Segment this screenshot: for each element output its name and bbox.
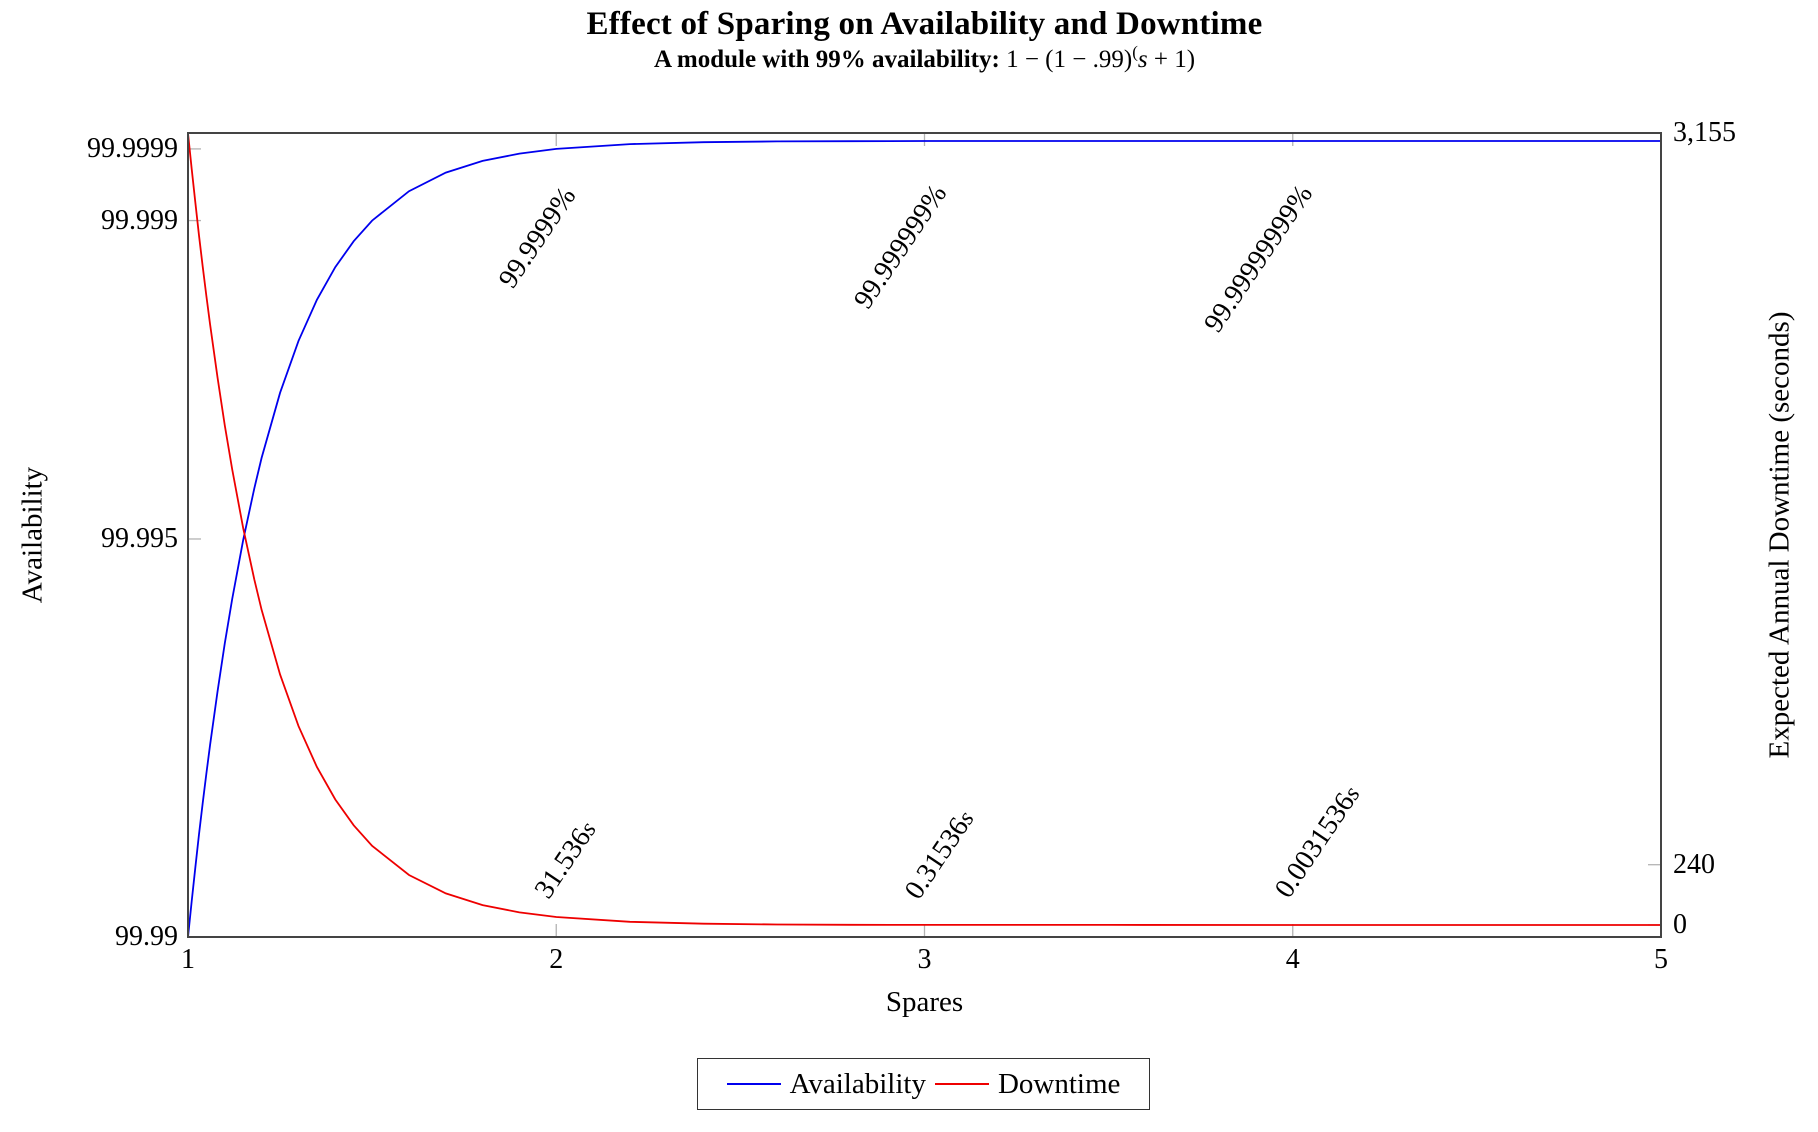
availability-curve — [187, 140, 1661, 938]
downtime-curve — [187, 133, 1661, 926]
y-left-tick-label: 99.9999 — [87, 132, 178, 164]
legend-availability-line-swatch — [726, 1083, 781, 1085]
y-left-tick-label: 99.995 — [101, 522, 178, 554]
legend: Availability Downtime — [697, 1058, 1150, 1110]
y-right-tick-label: 240 — [1673, 848, 1715, 880]
legend-availability-label: Availability — [789, 1067, 926, 1100]
x-tick-label: 1 — [181, 944, 195, 975]
chart-subtitle: A module with 99% availability: 1 − (1 −… — [188, 42, 1661, 74]
formula-base: 1 − (1 − .99) — [999, 46, 1133, 73]
y-axis-left-label: Availability — [16, 466, 49, 604]
y-left-tick-label: 99.999 — [101, 204, 178, 236]
chart-title: Effect of Sparing on Availability and Do… — [586, 6, 1263, 42]
x-tick-label: 5 — [1654, 944, 1668, 975]
x-axis-label: Spares — [885, 986, 964, 1018]
y-right-tick-label: 3,155 — [1673, 117, 1736, 148]
formula-variable: s — [1137, 46, 1148, 73]
legend-downtime-line-swatch — [934, 1083, 989, 1085]
y-left-tick-label: 99.99 — [115, 921, 178, 952]
y-right-tick-label: 0 — [1673, 908, 1687, 940]
x-tick-label: 3 — [917, 944, 932, 975]
legend-downtime-label: Downtime — [997, 1067, 1121, 1100]
plot-border — [187, 132, 1662, 938]
x-tick-label: 2 — [549, 944, 564, 975]
formula-superscript-paren: ( — [1132, 42, 1138, 62]
x-tick-label: 4 — [1285, 944, 1300, 975]
subtitle-formula: 1 − (1 − .99)(s + 1) — [999, 42, 1196, 73]
formula-tail: + 1) — [1147, 46, 1196, 73]
subtitle-bold-text: A module with 99% availability: — [653, 46, 1000, 73]
y-axis-right-label: Expected Annual Downtime (seconds) — [1763, 311, 1796, 759]
